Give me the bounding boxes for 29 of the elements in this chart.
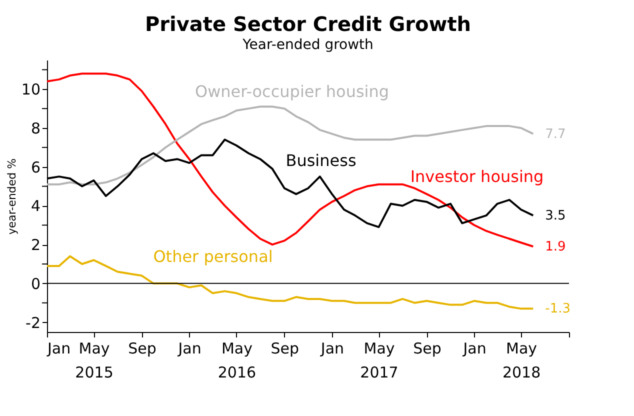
data-label: 7.7: [545, 126, 566, 142]
data-label: 1.9: [545, 240, 566, 255]
x-tick-label: Sep: [270, 340, 300, 358]
series-label: Investor housing: [410, 167, 544, 186]
chart-title: Private Sector Credit Growth: [144, 12, 472, 36]
series-label: Business: [286, 151, 356, 170]
series-label: Other personal: [153, 247, 273, 266]
y-axis-title: year-ended %: [5, 158, 18, 235]
x-tick-label: Sep: [413, 340, 442, 358]
y-tick-label: 10: [21, 80, 40, 99]
y-tick-label: 2: [30, 236, 40, 254]
x-tick-label: Sep: [128, 340, 156, 358]
y-tick-label: 4: [30, 197, 40, 216]
x-tick-label: May 2018: [502, 340, 541, 382]
data-label: -1.3: [545, 302, 571, 317]
y-tick-label: 6: [30, 158, 40, 176]
x-tick-label: Jan: [46, 340, 71, 358]
x-tick-label: Jan: [462, 340, 486, 358]
x-tick-label: May 2016: [218, 340, 256, 382]
series-label: Owner-occupier housing: [194, 82, 390, 101]
y-tick-label: 8: [30, 120, 40, 138]
x-tick-label: May 2017: [360, 340, 398, 382]
chart-subtitle: Year-ended growth: [242, 37, 374, 53]
data-label: 3.5: [545, 208, 566, 224]
y-tick-label: -2: [26, 314, 40, 332]
x-tick-label: May 2015: [75, 340, 114, 382]
x-tick-label: Jan: [177, 340, 202, 358]
x-tick-label: Jan: [320, 340, 344, 358]
y-tick-label: 0: [30, 274, 40, 293]
